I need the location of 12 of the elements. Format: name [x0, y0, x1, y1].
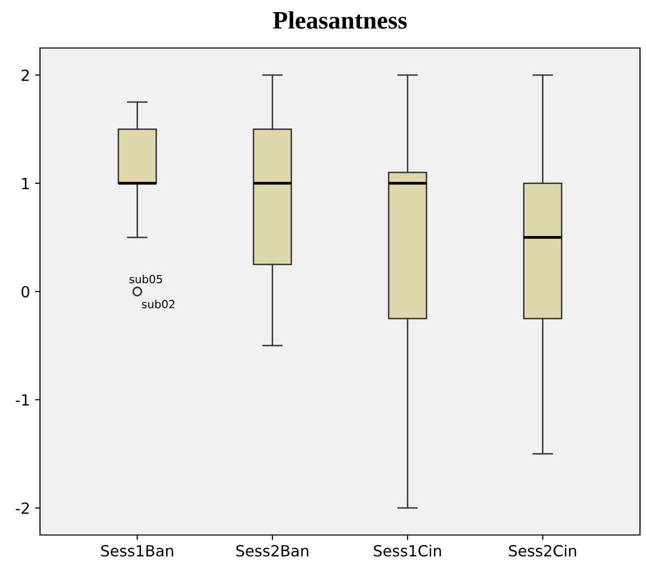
x-tick-label: Sess2Cin — [509, 544, 576, 557]
y-tick-label: 0 — [22, 286, 30, 298]
y-tick-label: -1 — [16, 394, 29, 406]
y-tick-label: 2 — [22, 70, 29, 81]
x-tick-label: Sess2Ban — [236, 544, 308, 557]
y-tick-label: 1 — [22, 178, 29, 190]
chart-title: Pleasantness — [273, 11, 407, 29]
annotation: sub02 — [142, 300, 174, 308]
annotation: sub05 — [130, 274, 162, 284]
y-tick-label: -2 — [16, 502, 29, 514]
x-tick-label: Sess1Cin — [374, 544, 441, 557]
x-tick-label: Sess1Ban — [101, 544, 174, 557]
